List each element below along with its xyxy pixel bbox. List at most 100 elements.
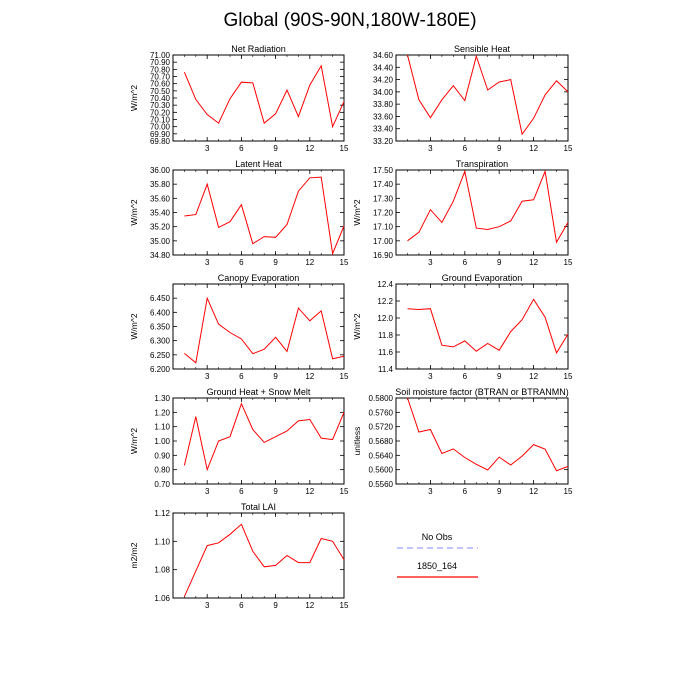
y-tick-label: 33.20 <box>373 137 394 146</box>
legend-label: No Obs <box>422 532 453 542</box>
series-line <box>184 296 345 364</box>
panel-4: Transpiration 16.90 17.00 17.10 17.20 17.30 17… <box>352 159 573 267</box>
y-tick-label: 1.06 <box>154 594 170 603</box>
y-axis-label: W/m^2 <box>129 313 139 339</box>
panel-8: Soil moisture factor (BTRAN or BTRANMN)0… <box>352 387 573 496</box>
y-tick-label: 6.250 <box>150 351 171 360</box>
y-tick-label: 12.0 <box>377 314 393 323</box>
series-line <box>407 298 569 355</box>
y-axis-label: m2/m2 <box>129 542 139 568</box>
panel-title: Latent Heat <box>235 159 282 169</box>
panel-9: Total LAI 1.06 1.08 1.10 1.12 3 6 9 12 15 m2/m2 <box>129 502 349 610</box>
panel-title: Ground Heat + Snow Melt <box>207 387 311 397</box>
y-tick-label: 69.80 <box>150 137 171 146</box>
y-axis-label: W/m^2 <box>352 313 362 339</box>
x-tick-label: 3 <box>428 372 433 381</box>
x-tick-label: 6 <box>239 372 244 381</box>
plot-frame <box>172 54 345 142</box>
x-tick-label: 15 <box>340 601 349 610</box>
plot-frame <box>172 169 345 256</box>
x-tick-label: 9 <box>497 487 502 496</box>
y-tick-label: 16.90 <box>373 251 394 260</box>
x-tick-label: 12 <box>305 601 314 610</box>
series-line <box>407 54 569 136</box>
y-tick-label: 70.40 <box>150 94 171 103</box>
panel-title: Canopy Evaporation <box>218 273 300 283</box>
y-tick-label: 17.20 <box>373 209 394 218</box>
y-tick-label: 35.40 <box>150 209 171 218</box>
x-tick-label: 15 <box>564 372 573 381</box>
y-tick-label: 36.00 <box>150 166 171 175</box>
y-tick-label: 70.90 <box>150 58 171 67</box>
y-tick-label: 69.90 <box>150 130 171 139</box>
x-tick-label: 12 <box>529 487 538 496</box>
y-tick-label: 1.20 <box>154 408 170 417</box>
x-tick-label: 12 <box>305 144 314 153</box>
y-tick-label: 1.00 <box>154 437 170 446</box>
y-tick-label: 17.30 <box>373 194 394 203</box>
y-tick-label: 70.20 <box>150 108 171 117</box>
y-tick-label: 70.30 <box>150 101 171 110</box>
y-tick-label: 6.400 <box>150 308 171 317</box>
plot-frame <box>395 54 569 142</box>
x-tick-label: 6 <box>463 144 468 153</box>
panel-1: Net Radiation69.8069.9070.0070.1070.2070… <box>129 44 349 153</box>
y-tick-label: 33.60 <box>373 112 394 121</box>
y-tick-label: 17.10 <box>373 223 394 232</box>
y-tick-label: 33.40 <box>373 125 394 134</box>
y-axis-label: W/m^2 <box>129 199 139 225</box>
series-line <box>183 64 345 129</box>
plot-frame <box>395 283 569 370</box>
y-tick-label: 0.5640 <box>369 451 394 460</box>
panel-3: Latent Heat 34.80 35.00 35.20 35.40 35.60 35.8… <box>129 159 349 267</box>
panel-5: Canopy Evaporation 6.200 6.250 6.300 6.350 6.… <box>129 273 349 381</box>
panel-title: Net Radiation <box>231 44 286 54</box>
y-tick-label: 6.300 <box>150 337 171 346</box>
series-line <box>407 397 569 472</box>
x-tick-label: 15 <box>340 372 349 381</box>
y-tick-label: 11.8 <box>378 331 394 340</box>
series-line <box>183 402 345 472</box>
y-tick-label: 0.5720 <box>369 423 394 432</box>
y-tick-label: 70.50 <box>150 87 171 96</box>
y-tick-label: 71.00 <box>150 51 171 60</box>
x-tick-label: 6 <box>463 258 468 267</box>
x-tick-label: 6 <box>463 372 468 381</box>
y-tick-label: 0.90 <box>154 451 170 460</box>
x-tick-label: 12 <box>305 372 314 381</box>
panel-6: Ground Evaporation 11.4 11.6 11.8 12.0 12.2 12… <box>352 273 573 381</box>
x-tick-label: 9 <box>497 144 502 153</box>
figure-title: Global (90S-90N,180W-180E) <box>223 10 477 31</box>
panel-title: Transpiration <box>456 159 508 169</box>
y-tick-label: 33.80 <box>373 100 394 109</box>
y-tick-label: 1.10 <box>154 423 170 432</box>
y-tick-label: 1.10 <box>154 537 170 546</box>
y-tick-label: 34.60 <box>373 51 394 60</box>
x-tick-label: 9 <box>497 258 502 267</box>
panel-title: Total LAI <box>241 502 276 512</box>
y-axis-label: W/m^2 <box>129 85 139 111</box>
y-tick-label: 1.12 <box>154 509 170 518</box>
y-tick-label: 6.200 <box>150 365 171 374</box>
panel-title: Sensible Heat <box>454 44 511 54</box>
y-tick-label: 34.40 <box>373 63 394 72</box>
y-tick-label: 70.10 <box>150 116 171 125</box>
y-tick-label: 70.80 <box>150 65 171 74</box>
series-line <box>184 176 345 256</box>
x-tick-label: 12 <box>305 487 314 496</box>
x-tick-label: 12 <box>305 258 314 267</box>
x-tick-label: 9 <box>273 144 278 153</box>
legend: No Obs 1850_164 <box>397 532 478 578</box>
x-tick-label: 3 <box>428 258 433 267</box>
y-axis-label: unitless <box>352 427 362 456</box>
y-tick-label: 17.00 <box>373 237 394 246</box>
x-tick-label: 3 <box>428 487 433 496</box>
series-line <box>183 523 345 597</box>
x-tick-label: 15 <box>564 258 573 267</box>
x-tick-label: 6 <box>239 601 244 610</box>
panel-7: Ground Heat + Snow Melt 0.70 0.80 0.90 1.00 1… <box>129 387 349 496</box>
legend-label: 1850_164 <box>417 561 457 571</box>
y-tick-label: 0.5800 <box>369 394 394 403</box>
plot-frame <box>172 283 345 370</box>
